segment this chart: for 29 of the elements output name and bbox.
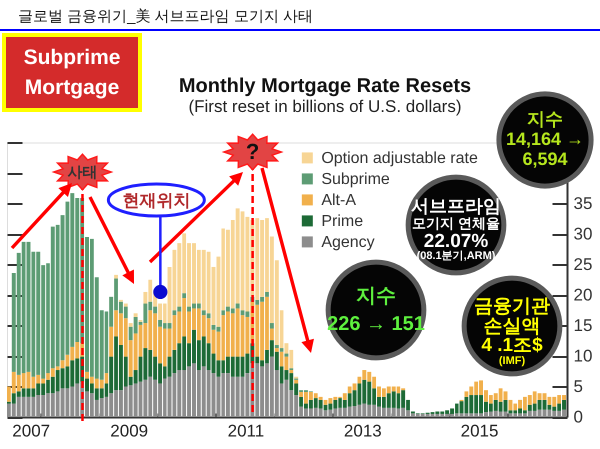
y-tick-label: 10 — [574, 346, 592, 366]
annotation: 현재위치 — [122, 191, 190, 210]
text: Subprime Mortgage — [24, 46, 120, 99]
ref-line-label: ? — [246, 139, 260, 164]
x-tick-label: 2011 — [228, 422, 264, 440]
x-tick-label: 2013 — [344, 422, 382, 440]
legend-label: Alt-A — [321, 192, 356, 209]
y-tick-label: 5 — [574, 377, 583, 396]
y-tick-label: 15 — [574, 316, 592, 335]
legend-label: Agency — [321, 234, 375, 251]
annotation: 금융기관 손실액 4 .1조$ (IMF) — [474, 296, 550, 367]
chart-title: Monthly Mortgage Rate Resets — [178, 75, 472, 97]
y-tick-label: 0 — [574, 408, 583, 426]
legend-label: Prime — [321, 212, 364, 230]
y-tick-label: 30 — [574, 224, 592, 244]
x-tick-label: 2007 — [12, 422, 50, 440]
annotation: 지수 226 → 151 — [327, 285, 425, 335]
y-tick-label: 35 — [574, 194, 592, 213]
chart-subtitle: (First reset in billions of U.S. dollars) — [188, 97, 462, 116]
ref-line-label: 사태 — [67, 164, 98, 181]
text: 글로벌 금융위기_美 서브프라임 모기지 사태 — [18, 8, 314, 25]
legend-label: Subprime — [321, 170, 390, 188]
annotation: 지수 14,164 → 6,594 — [506, 109, 584, 169]
x-tick-label: 2009 — [110, 422, 148, 440]
y-tick-label: 20 — [574, 286, 592, 304]
legend-label: Option adjustable rate — [321, 150, 478, 167]
annotation: 서브프라임 모기지 연체율 22.07% (08.1분기,ARM) — [411, 196, 501, 262]
y-tick-label: 25 — [574, 255, 592, 274]
x-tick-label: 2015 — [460, 422, 498, 440]
